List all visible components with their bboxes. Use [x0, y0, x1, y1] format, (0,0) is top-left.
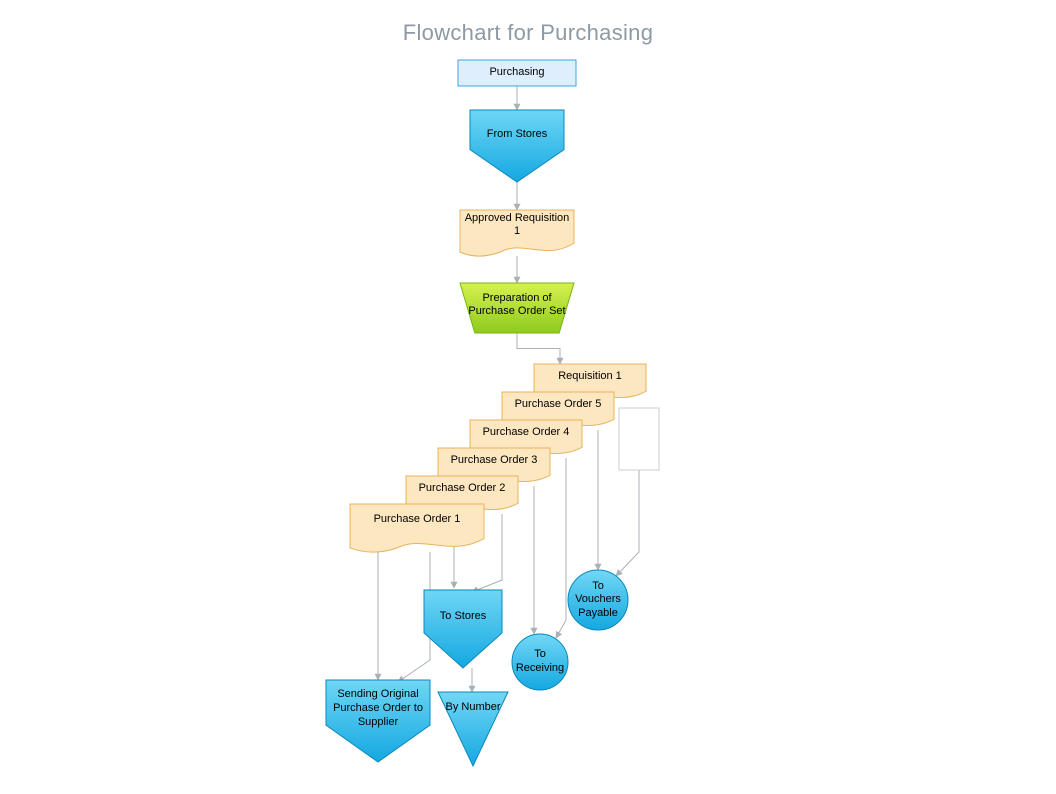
edge	[517, 333, 560, 364]
edge	[556, 458, 566, 638]
node-to_recv	[512, 634, 568, 690]
node-to_vouchers	[568, 570, 628, 630]
node-po1	[350, 504, 484, 552]
edge	[616, 470, 639, 576]
node-from_stores	[470, 110, 564, 182]
node-send_orig	[326, 680, 430, 762]
node-white_box	[619, 408, 659, 470]
node-by_number	[438, 692, 508, 766]
node-prep	[460, 283, 574, 333]
node-to_stores	[424, 590, 502, 668]
flowchart-canvas	[0, 0, 1056, 794]
node-appr_req	[460, 210, 574, 256]
node-purchasing	[458, 60, 576, 86]
